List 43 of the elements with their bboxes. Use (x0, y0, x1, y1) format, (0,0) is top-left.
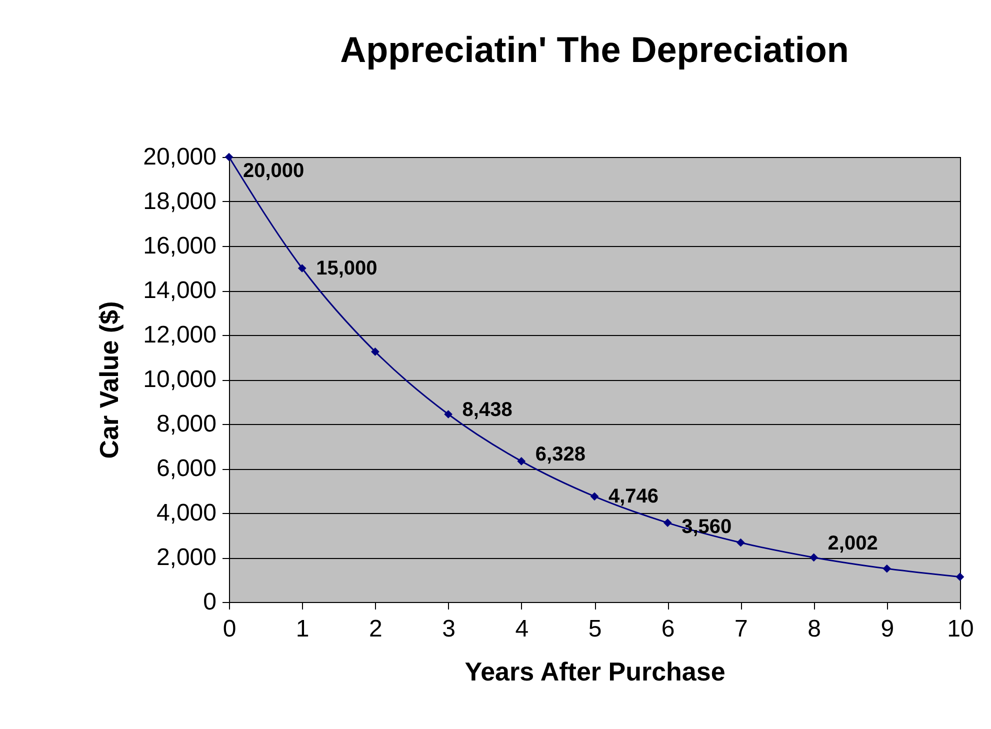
point (956, 572, 964, 582)
data-label: 3,560 (682, 516, 732, 538)
point (371, 348, 380, 356)
y-tick-label: 14,000 (143, 277, 216, 304)
y-tick-label: 18,000 (143, 188, 216, 215)
y-tick-label: 0 (203, 588, 216, 616)
data-label: 8,438 (462, 399, 512, 421)
data-label: 6,328 (535, 444, 586, 466)
chart-title: Appreciatin' The Depreciation (340, 29, 849, 70)
x-tick-label: 8 (808, 616, 821, 642)
data-label: 4,746 (608, 485, 659, 508)
point (736, 538, 745, 547)
x-tick-label: 5 (588, 616, 602, 642)
point (517, 457, 526, 466)
y-axis-title: Car Value ($) (94, 301, 124, 459)
x-tick-label: 6 (661, 616, 675, 642)
data-label: 15,000 (316, 257, 378, 280)
x-tick-label: 0 (222, 616, 236, 642)
point (882, 564, 892, 573)
data-label: 20,000 (243, 160, 304, 182)
y-tick-label: 6,000 (156, 455, 216, 482)
y-tick-label: 4,000 (156, 500, 216, 526)
x-tick-label: 3 (442, 616, 456, 642)
point (810, 553, 818, 562)
y-tick-label: 20,000 (143, 144, 216, 170)
x-tick-label: 7 (734, 616, 748, 642)
x-tick-label: 2 (369, 616, 382, 642)
x-tick-label: 9 (880, 616, 894, 642)
x-tick-label: 10 (947, 616, 974, 642)
y-tick-label: 2,000 (156, 544, 216, 571)
point (444, 410, 452, 418)
x-axis-title: Years After Purchase (464, 656, 726, 686)
x-tick-label: 4 (515, 616, 529, 642)
point (590, 492, 599, 501)
x-tick-label: 1 (296, 616, 310, 642)
data-label: 2,002 (828, 532, 878, 554)
point (224, 152, 234, 162)
point (298, 264, 306, 272)
y-tick-label: 10,000 (143, 366, 216, 393)
point (663, 518, 672, 527)
y-tick-label: 8,000 (156, 410, 216, 438)
y-tick-label: 12,000 (143, 322, 216, 348)
y-tick-label: 16,000 (143, 232, 216, 260)
